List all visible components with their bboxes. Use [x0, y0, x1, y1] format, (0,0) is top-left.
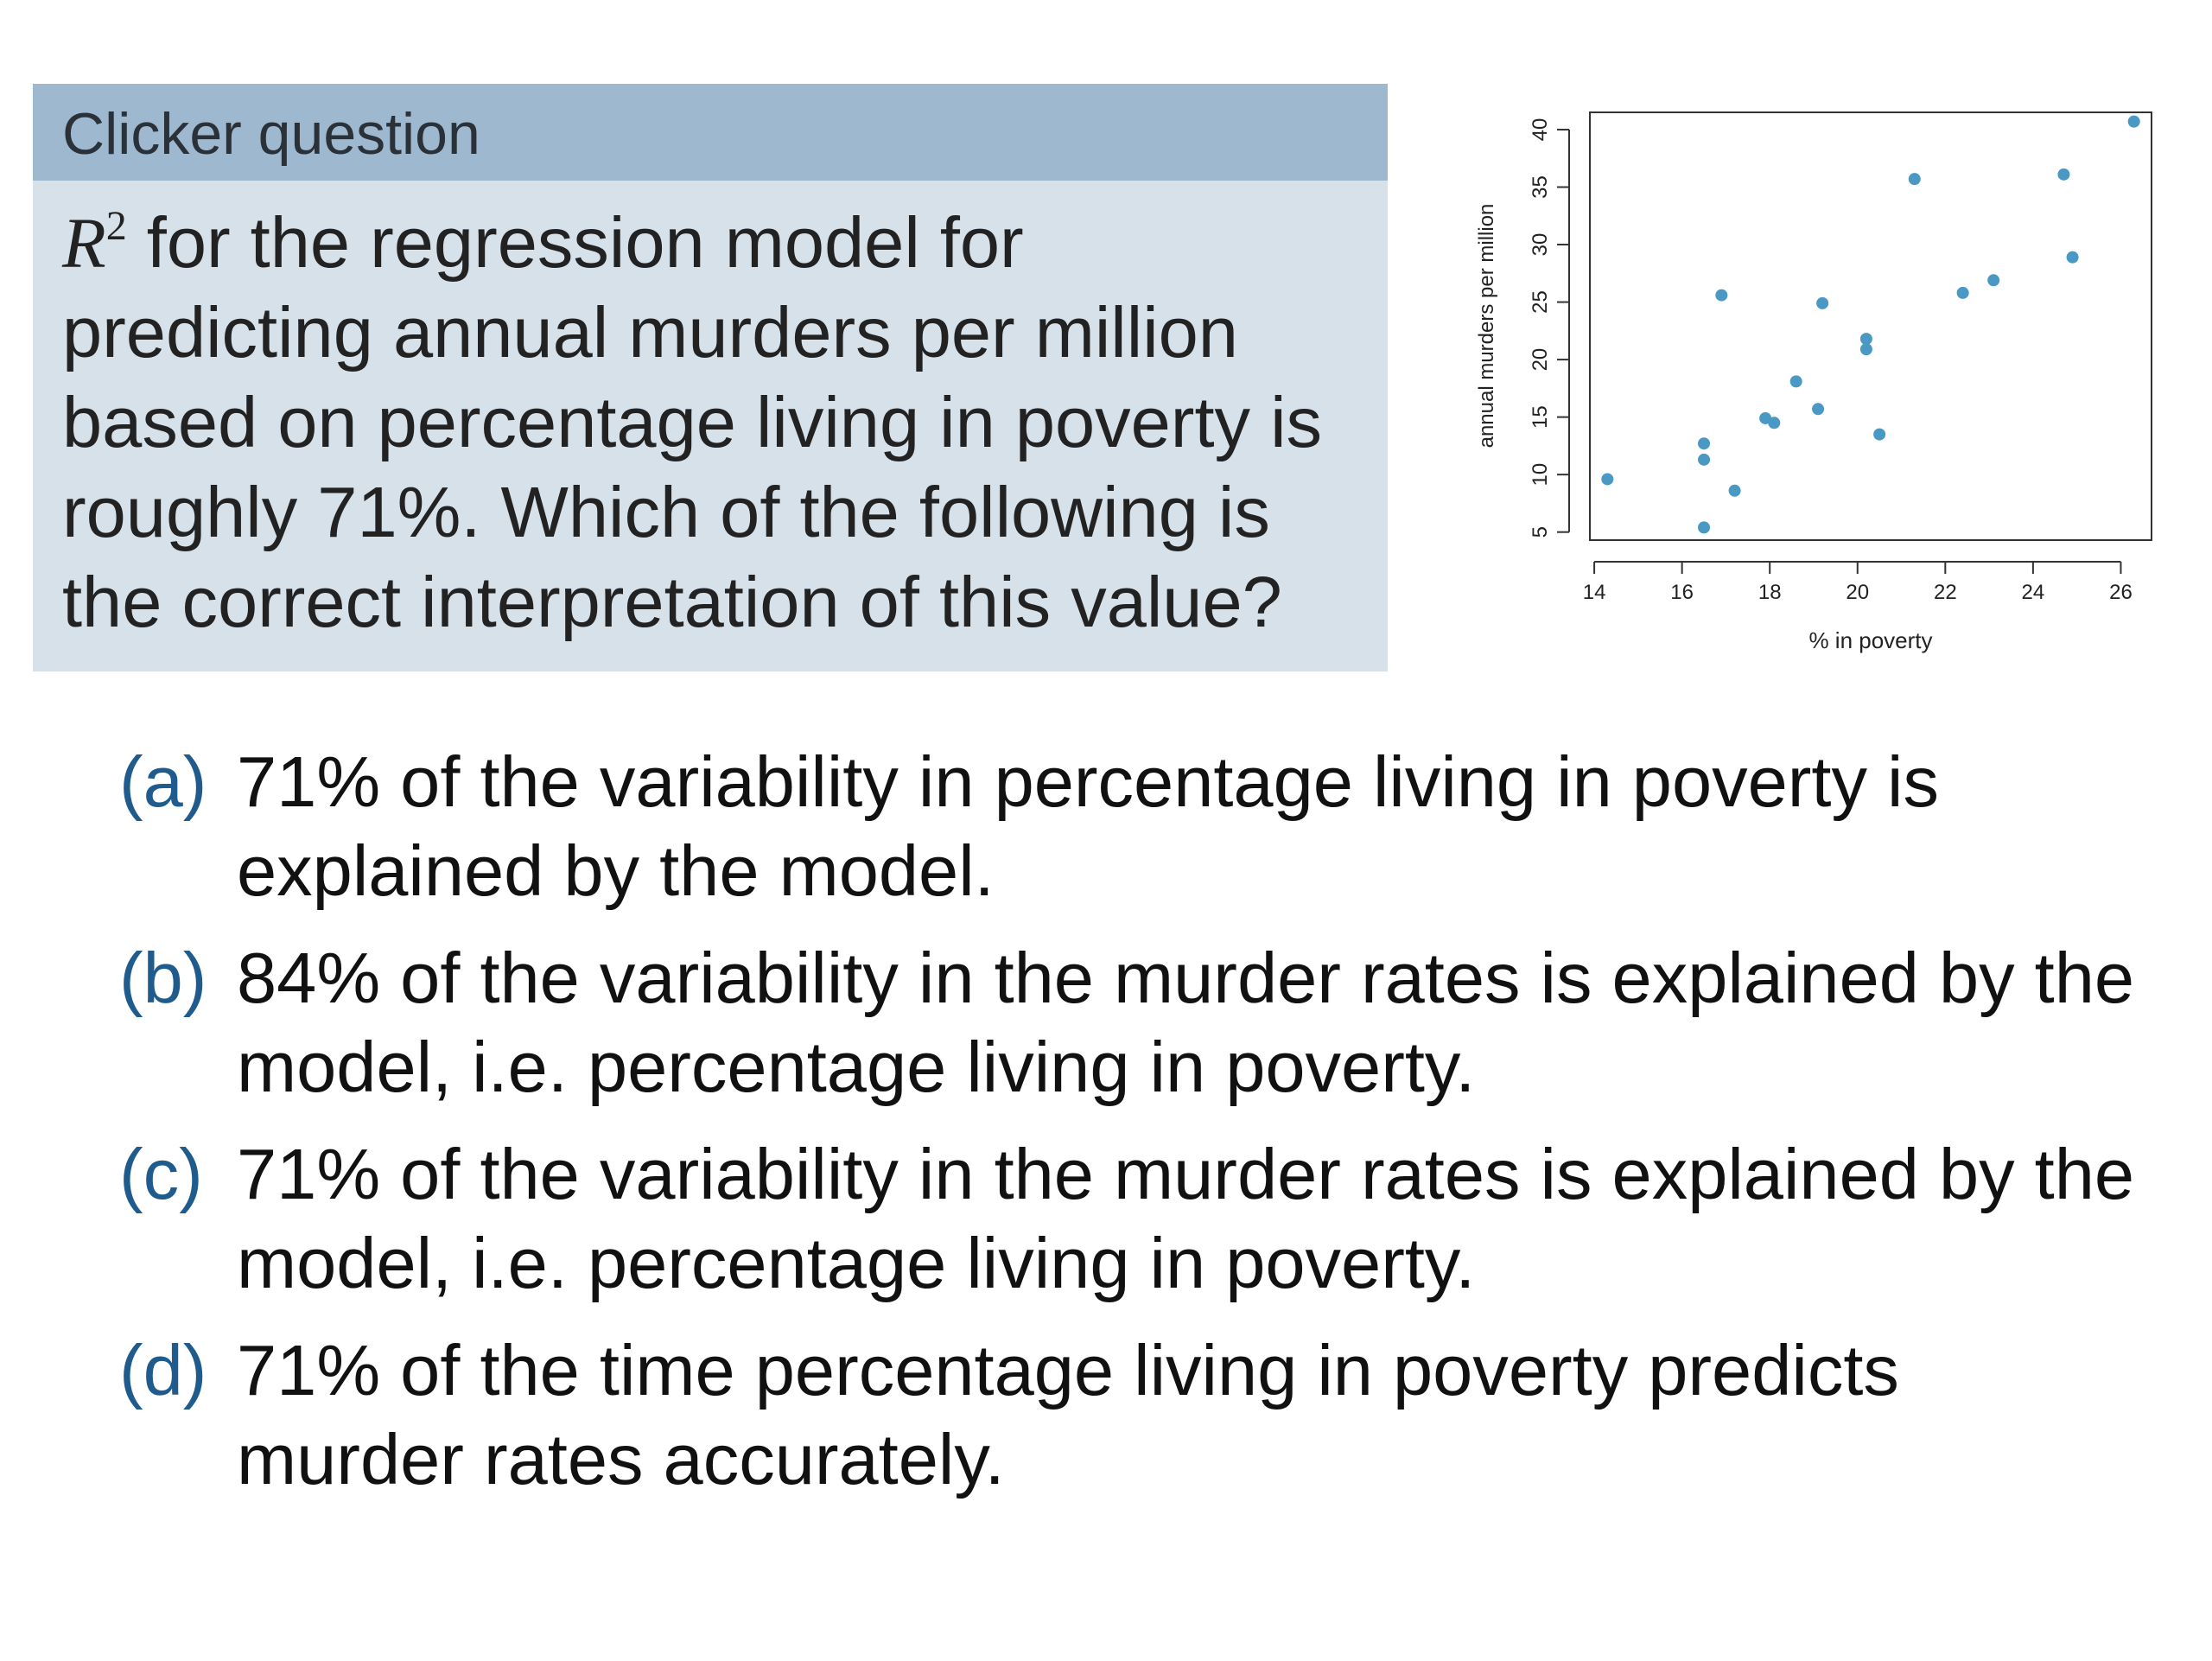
data-point [1715, 289, 1728, 302]
option-a-text: 71% of the variability in percentage liv… [237, 737, 1939, 915]
clicker-question-box: Clicker question R2 for the regression m… [33, 84, 1388, 671]
y-tick-label: 25 [1529, 290, 1552, 314]
option-d-label: (d) [119, 1330, 207, 1410]
question-line-4: roughly 71%. Which of the following is [62, 472, 1270, 552]
scatter-plot-svg: 14 16 18 20 22 24 26 5 10 15 20 25 30 35 40 % in pove… [1475, 111, 2152, 653]
y-tick-label: 40 [1529, 118, 1552, 142]
option-c-line-1: 71% of the variability in the murder rat… [237, 1134, 2135, 1214]
data-point [1789, 375, 1802, 388]
question-line-5: the correct interpretation of this value… [62, 562, 1282, 642]
x-tick-label: 22 [1934, 581, 1957, 604]
data-point [1816, 296, 1829, 309]
option-d-text: 71% of the time percentage living in pov… [237, 1326, 1899, 1504]
data-point [1859, 343, 1872, 356]
data-point [1908, 173, 1921, 186]
plot-frame [1589, 111, 2152, 541]
data-point [1698, 437, 1711, 450]
data-point [1728, 484, 1741, 497]
data-point [1812, 403, 1825, 416]
option-a-label: (a) [119, 741, 207, 822]
option-b-line-1: 84% of the variability in the murder rat… [237, 938, 2135, 1018]
x-tick-label: 16 [1670, 581, 1694, 604]
x-tick-label: 14 [1583, 581, 1606, 604]
x-tick-label: 26 [2109, 581, 2133, 604]
option-b-label: (b) [119, 938, 207, 1018]
x-axis-label: % in poverty [1808, 627, 1932, 653]
clicker-header: Clicker question [33, 84, 1388, 181]
x-tick-label: 20 [1846, 581, 1869, 604]
r-exponent: 2 [105, 203, 127, 249]
y-axis: 5 10 15 20 25 30 35 40 [1529, 118, 1570, 538]
x-tick-label: 18 [1758, 581, 1782, 604]
question-line-3: based on percentage living in poverty is [62, 382, 1323, 462]
data-point [1859, 333, 1872, 346]
question-text: R2 for the regression model for predicti… [62, 198, 1322, 647]
option-a-line-2: explained by the model. [237, 830, 995, 911]
option-d-line-2: murder rates accurately. [237, 1419, 1005, 1499]
y-tick-label: 30 [1529, 233, 1552, 257]
data-point [2066, 251, 2079, 264]
y-tick-label: 35 [1529, 175, 1552, 199]
option-d-line-1: 71% of the time percentage living in pov… [237, 1330, 1899, 1410]
data-point [1601, 473, 1614, 486]
y-axis-label: annual murders per million [1475, 204, 1498, 449]
data-point [2127, 115, 2140, 128]
data-point [1873, 428, 1886, 441]
question-line-1-text: for the regression model for [126, 202, 1024, 283]
data-points [1601, 115, 2140, 534]
x-tick-label: 24 [2022, 581, 2045, 604]
data-point [2057, 168, 2070, 181]
y-tick-label: 5 [1529, 526, 1552, 538]
option-b-line-2: model, i.e. percentage living in poverty… [237, 1027, 1476, 1107]
y-tick-label: 15 [1529, 405, 1552, 429]
option-c-text: 71% of the variability in the murder rat… [237, 1130, 2134, 1308]
data-point [1987, 274, 2000, 287]
question-line-2: predicting annual murders per million [62, 292, 1238, 372]
data-point [1698, 453, 1711, 466]
y-tick-label: 10 [1529, 463, 1552, 487]
question-line-1: R2 for the regression model for [62, 198, 1322, 288]
y-tick-label: 20 [1529, 348, 1552, 372]
clicker-title: Clicker question [62, 101, 480, 167]
data-point [1768, 417, 1781, 430]
scatter-chart: 14 16 18 20 22 24 26 5 10 15 20 25 30 35 40 % in pove… [1460, 95, 2169, 674]
data-point [1698, 521, 1711, 534]
option-c-line-2: model, i.e. percentage living in poverty… [237, 1223, 1476, 1303]
data-point [1956, 286, 1969, 299]
x-axis: 14 16 18 20 22 24 26 [1583, 561, 2133, 604]
r-symbol: R [62, 203, 106, 283]
option-c-label: (c) [119, 1134, 203, 1214]
option-b-text: 84% of the variability in the murder rat… [237, 933, 2134, 1111]
option-a-line-1: 71% of the variability in percentage liv… [237, 741, 1939, 822]
